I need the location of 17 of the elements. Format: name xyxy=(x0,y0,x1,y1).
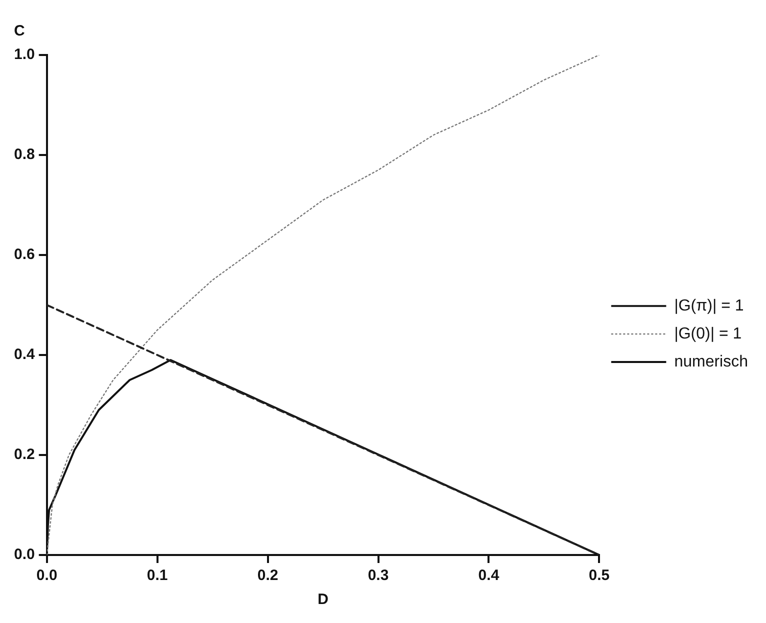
y-tick-label: 1.0 xyxy=(14,46,35,64)
y-tick-label: 0.0 xyxy=(14,546,35,564)
legend-label: numerisch xyxy=(674,353,748,370)
y-tick-label: 0.6 xyxy=(14,246,35,264)
legend-label: |G(π)| = 1 xyxy=(674,297,744,314)
y-axis-title: C xyxy=(14,22,25,40)
x-tick-label: 0.4 xyxy=(478,567,500,584)
x-axis-title: D xyxy=(318,591,329,608)
x-tick-label: 0.1 xyxy=(146,567,168,584)
legend-label: |G(0)| = 1 xyxy=(674,325,742,342)
y-tick-label: 0.8 xyxy=(14,146,35,164)
x-tick-label: 0.0 xyxy=(36,567,58,584)
x-tick-label: 0.5 xyxy=(588,567,610,584)
x-tick-label: 0.2 xyxy=(257,567,278,584)
x-tick-label: 0.3 xyxy=(368,567,389,584)
y-tick-label: 0.2 xyxy=(14,446,35,464)
y-tick-label: 0.4 xyxy=(14,346,36,364)
